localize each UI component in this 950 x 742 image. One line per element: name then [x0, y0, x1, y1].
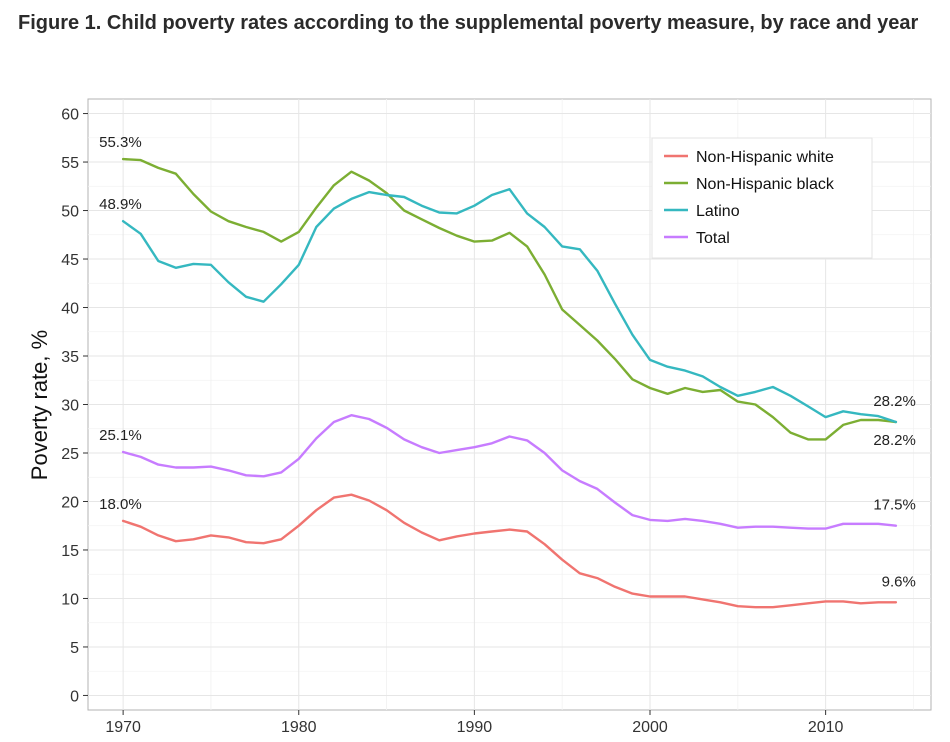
x-tick-label: 1980: [281, 719, 317, 736]
y-tick-label: 15: [61, 543, 79, 560]
legend-label: Non-Hispanic white: [696, 149, 834, 166]
y-tick-label: 55: [61, 155, 79, 172]
data-labels: 55.3% 48.9% 25.1% 18.0% 28.2% 28.2% 17.5% 9.6%: [99, 134, 916, 590]
data-label: 17.5%: [873, 497, 916, 514]
legend-label: Total: [696, 230, 730, 247]
data-label: 25.1%: [99, 427, 142, 444]
x-tick-label: 1970: [105, 719, 141, 736]
x-tick-label: 2000: [632, 719, 668, 736]
legend-label: Non-Hispanic black: [696, 176, 835, 193]
data-label: 55.3%: [99, 134, 142, 151]
y-axis-label: Poverty rate, %: [27, 330, 52, 480]
series-line-total: [121, 414, 898, 530]
y-tick-label: 45: [61, 252, 79, 269]
series-line-latino: [121, 188, 898, 424]
legend: Non-Hispanic white Non-Hispanic black Lati…: [651, 137, 873, 259]
y-tick-label: 25: [61, 446, 79, 463]
data-label: 18.0%: [99, 496, 142, 513]
y-tick-label: 40: [61, 301, 79, 318]
y-tick-label: 50: [61, 204, 79, 221]
y-tick-label: 30: [61, 398, 79, 415]
axes: 0 5 10 15 20 25 30 35 40 45 50 55 60 1970 1980 1990 2000…: [61, 107, 843, 736]
y-tick-label: 20: [61, 494, 79, 511]
figure-title: Figure 1. Child poverty rates according …: [18, 12, 919, 34]
series-lines: [121, 157, 898, 609]
y-tick-label: 35: [61, 349, 79, 366]
y-tick-label: 10: [61, 591, 79, 608]
y-tick-label: 5: [70, 640, 79, 657]
x-tick-label: 2010: [808, 719, 844, 736]
legend-label: Latino: [696, 203, 740, 220]
data-label: 28.2%: [873, 393, 916, 410]
series-line-non-hispanic-white: [121, 493, 898, 609]
data-label: 28.2%: [873, 432, 916, 449]
y-tick-label: 60: [61, 107, 79, 124]
y-tick-label: 0: [70, 688, 79, 705]
legend-box: [651, 137, 873, 259]
series-line-non-hispanic-black: [121, 157, 898, 441]
data-label: 48.9%: [99, 196, 142, 213]
data-label: 9.6%: [882, 573, 916, 590]
x-tick-label: 1990: [457, 719, 493, 736]
